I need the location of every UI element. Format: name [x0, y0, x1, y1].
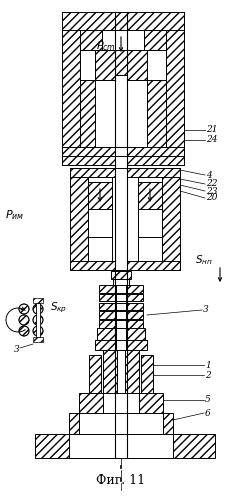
Bar: [95, 340, 116, 350]
Bar: [33, 298, 43, 303]
Text: Фиг. 11: Фиг. 11: [97, 474, 145, 487]
Text: 23: 23: [206, 187, 218, 196]
Bar: [88, 209, 112, 237]
Bar: [80, 80, 95, 147]
Bar: [126, 328, 145, 340]
Text: 6: 6: [205, 409, 211, 418]
Bar: [116, 328, 126, 340]
Bar: [70, 168, 88, 270]
Bar: [62, 147, 184, 165]
Bar: [116, 294, 126, 301]
Bar: [103, 393, 139, 413]
Circle shape: [19, 304, 29, 314]
Bar: [99, 294, 116, 301]
Bar: [103, 350, 117, 393]
Circle shape: [33, 315, 43, 325]
Bar: [116, 311, 126, 319]
Bar: [79, 413, 163, 434]
Bar: [111, 271, 131, 279]
Bar: [95, 50, 147, 80]
Bar: [62, 147, 184, 156]
Text: $\mathit{S_{нп}}$: $\mathit{S_{нп}}$: [195, 253, 213, 267]
Bar: [162, 168, 180, 270]
Bar: [99, 302, 116, 310]
Bar: [115, 168, 127, 270]
Bar: [126, 340, 147, 350]
Text: 1: 1: [205, 360, 211, 369]
Bar: [117, 350, 125, 393]
Bar: [126, 311, 143, 319]
Bar: [141, 355, 153, 393]
Text: 5: 5: [205, 396, 211, 405]
Bar: [79, 393, 163, 413]
Bar: [70, 168, 180, 177]
Text: 24: 24: [206, 136, 218, 145]
Text: 2: 2: [205, 370, 211, 380]
Bar: [138, 182, 162, 237]
Bar: [97, 328, 116, 340]
Bar: [115, 147, 127, 156]
Bar: [99, 320, 116, 328]
Circle shape: [33, 304, 43, 314]
Text: 3: 3: [203, 305, 209, 314]
Bar: [126, 294, 143, 301]
Bar: [88, 177, 162, 261]
Text: 20: 20: [206, 194, 218, 203]
Bar: [147, 80, 166, 147]
Bar: [80, 30, 166, 147]
Bar: [126, 320, 143, 328]
Bar: [69, 413, 173, 434]
Bar: [138, 182, 162, 209]
Bar: [99, 285, 116, 292]
Bar: [89, 355, 101, 393]
Circle shape: [19, 326, 29, 336]
Circle shape: [19, 315, 29, 325]
Bar: [62, 12, 184, 30]
Bar: [80, 80, 166, 147]
Bar: [126, 302, 143, 310]
Text: $\mathit{P_{cm}}$: $\mathit{P_{cm}}$: [96, 39, 116, 53]
Text: 21: 21: [206, 126, 218, 135]
Text: $\mathit{S_{кр}}$: $\mathit{S_{кр}}$: [50, 301, 67, 315]
Bar: [88, 182, 112, 209]
Bar: [80, 30, 102, 50]
Bar: [116, 285, 126, 328]
Bar: [112, 177, 138, 261]
Text: 4: 4: [206, 171, 212, 180]
Bar: [115, 75, 127, 170]
Bar: [99, 311, 116, 319]
Bar: [70, 261, 180, 270]
Bar: [116, 320, 126, 328]
Bar: [126, 285, 143, 292]
Bar: [35, 434, 215, 458]
Bar: [33, 337, 43, 342]
Bar: [88, 182, 112, 237]
Bar: [102, 30, 144, 50]
Bar: [116, 340, 126, 350]
Bar: [80, 30, 166, 50]
Text: 22: 22: [206, 180, 218, 189]
Bar: [166, 12, 184, 165]
Bar: [69, 434, 173, 458]
Text: 3: 3: [14, 345, 20, 354]
Bar: [125, 350, 139, 393]
Text: $\mathit{P_{им}}$: $\mathit{P_{им}}$: [5, 208, 24, 222]
Bar: [36, 303, 40, 337]
Bar: [62, 12, 80, 165]
Bar: [116, 302, 126, 310]
Bar: [113, 279, 129, 285]
Circle shape: [33, 326, 43, 336]
Bar: [116, 285, 126, 292]
Bar: [138, 209, 162, 237]
Bar: [144, 30, 166, 50]
